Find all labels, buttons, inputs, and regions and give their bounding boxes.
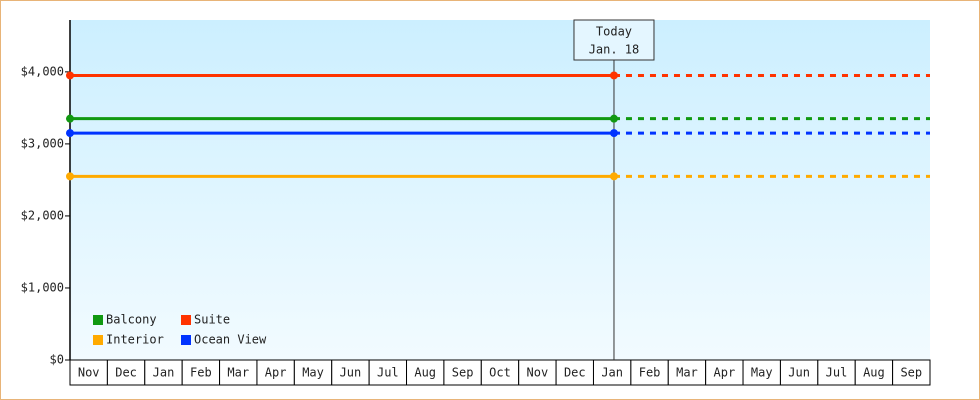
x-tick-label: Dec: [564, 366, 586, 380]
y-tick-label: $3,000: [21, 136, 64, 150]
x-tick-cell: [406, 359, 445, 386]
x-tick-label: Jun: [788, 366, 810, 380]
y-tick-label: $4,000: [21, 64, 64, 78]
x-tick-cell: [443, 359, 482, 386]
series-point: [609, 71, 618, 80]
y-tick-label: $1,000: [21, 280, 64, 294]
legend-swatch: [181, 335, 191, 345]
x-tick-cell: [331, 359, 370, 386]
legend-swatch: [181, 315, 191, 325]
x-tick-label: Feb: [190, 366, 212, 380]
legend-swatch: [93, 335, 103, 345]
x-tick-cell: [854, 359, 894, 386]
x-tick-label: Feb: [639, 366, 661, 380]
series-point: [609, 129, 618, 138]
x-tick-label: Nov: [78, 366, 100, 380]
x-tick-cell: [480, 359, 520, 386]
x-tick-label: Dec: [115, 366, 137, 380]
x-tick-cell: [630, 359, 669, 386]
series-point: [66, 172, 74, 181]
x-tick-label: Jun: [340, 366, 362, 380]
plot-area: [70, 20, 930, 360]
x-tick-cell: [518, 359, 557, 386]
x-tick-label: Sep: [452, 366, 474, 380]
x-tick-label: Apr: [714, 366, 736, 380]
x-tick-label: Aug: [863, 366, 885, 380]
y-tick-label: $2,000: [21, 208, 64, 222]
x-tick-label: Mar: [676, 366, 698, 380]
x-tick-label: Nov: [527, 366, 549, 380]
x-tick-cell: [293, 359, 333, 386]
x-tick-label: May: [302, 366, 324, 380]
x-tick-cell: [219, 359, 258, 386]
x-tick-label: Apr: [265, 366, 287, 380]
series-point: [609, 172, 618, 181]
x-tick-cell: [892, 359, 931, 386]
series-point: [66, 114, 74, 123]
x-tick-cell: [181, 359, 221, 386]
legend-label: Suite: [194, 313, 230, 327]
legend-swatch: [93, 315, 103, 325]
x-tick-label: Jan: [601, 366, 623, 380]
x-tick-cell: [667, 359, 707, 386]
today-label: Today: [596, 25, 632, 39]
x-tick-label: Jul: [377, 366, 399, 380]
legend-label: Balcony: [106, 313, 157, 327]
x-tick-label: Mar: [227, 366, 249, 380]
x-tick-label: Jul: [826, 366, 848, 380]
today-date: Jan. 18: [589, 43, 640, 57]
x-tick-cell: [144, 359, 183, 386]
series-point: [609, 114, 618, 123]
legend-label: Ocean View: [194, 333, 267, 347]
x-tick-cell: [368, 359, 408, 386]
x-tick-label: Jan: [153, 366, 175, 380]
x-tick-label: Sep: [900, 366, 922, 380]
x-tick-cell: [256, 359, 295, 386]
x-tick-label: Aug: [414, 366, 436, 380]
series-point: [66, 71, 74, 80]
series-point: [66, 129, 74, 138]
x-tick-label: May: [751, 366, 773, 380]
today-box: [573, 19, 655, 61]
y-tick-label: $0: [50, 353, 64, 367]
x-tick-label: Oct: [489, 366, 511, 380]
legend-label: Interior: [106, 333, 164, 347]
